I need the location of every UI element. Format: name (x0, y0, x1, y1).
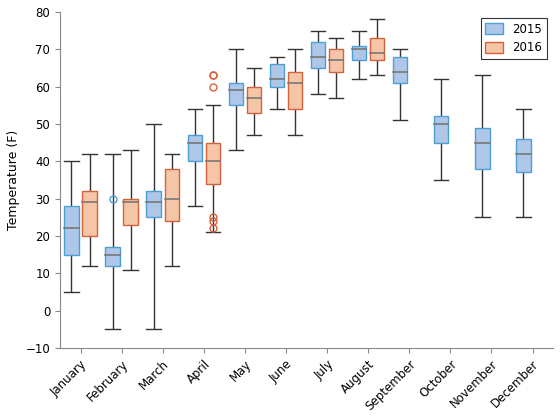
Bar (393, 57, 407, 83)
Bar (475, 128, 489, 169)
Bar (64, 206, 78, 255)
Bar (311, 42, 325, 68)
Legend: 2015, 2016: 2015, 2016 (480, 18, 547, 59)
Y-axis label: Temperature (F): Temperature (F) (7, 130, 20, 230)
Bar (516, 139, 531, 173)
Bar (188, 135, 202, 161)
Bar (82, 191, 97, 236)
Bar (165, 169, 179, 221)
Bar (228, 83, 243, 105)
Bar (105, 247, 120, 266)
Bar (434, 116, 449, 143)
Bar (370, 38, 384, 60)
Bar (247, 87, 261, 113)
Bar (329, 49, 343, 72)
Bar (123, 199, 138, 225)
Bar (147, 191, 161, 217)
Bar (352, 45, 366, 60)
Bar (270, 64, 284, 87)
Bar (206, 143, 220, 184)
Bar (288, 72, 302, 109)
